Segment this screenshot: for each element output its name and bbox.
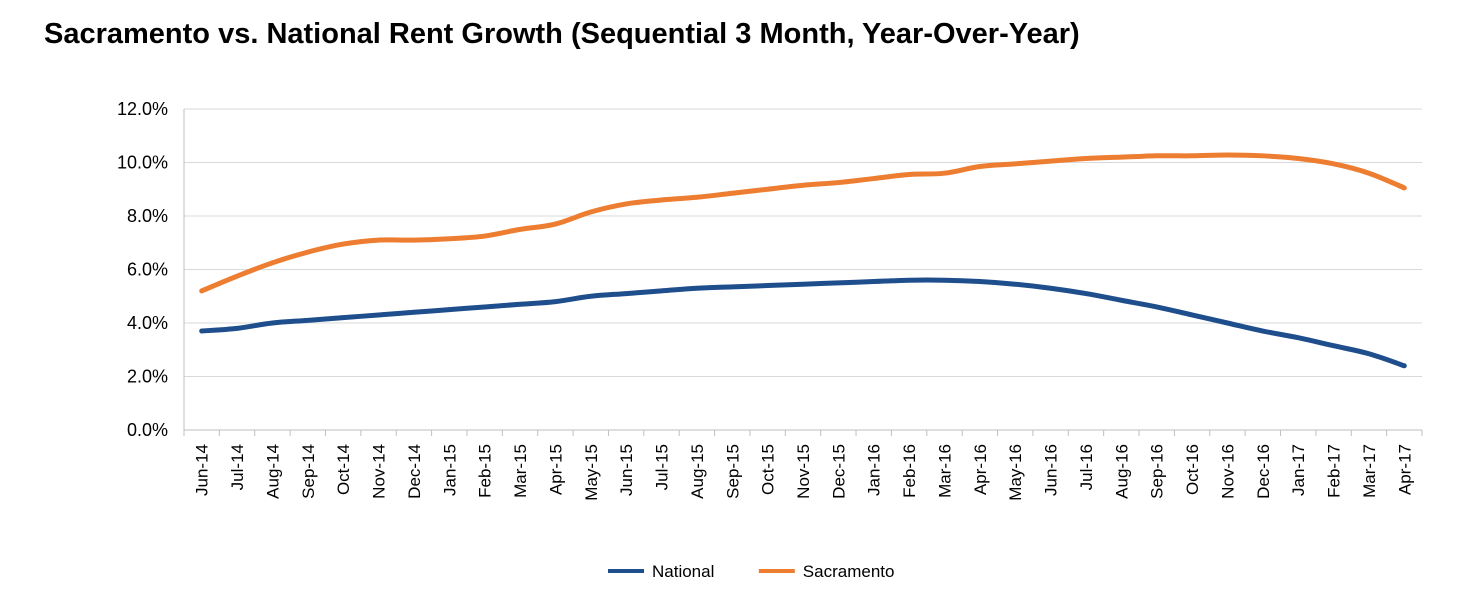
x-tick-label: Jul-14 (228, 444, 247, 490)
x-tick-label: Aug-16 (1112, 444, 1131, 499)
y-tick-label: 4.0% (127, 313, 168, 333)
x-tick-label: Sep-16 (1148, 444, 1167, 499)
x-tick-label: Jun-15 (617, 444, 636, 496)
series-line-national (199, 277, 1407, 369)
y-tick-label: 2.0% (127, 367, 168, 387)
grid-lines (184, 108, 1422, 377)
x-tick-label: May-16 (1006, 444, 1025, 501)
x-tick-label: Mar-16 (935, 444, 954, 498)
x-tick-label: Apr-15 (546, 444, 565, 495)
axes (183, 109, 1423, 436)
x-tick-label: Oct-15 (759, 444, 778, 495)
x-tick-label: Nov-14 (370, 444, 389, 499)
y-tick-label: 10.0% (117, 153, 168, 173)
x-tick-label: Dec-16 (1254, 444, 1273, 499)
legend-label-national: National (652, 562, 714, 581)
y-tick-label: 8.0% (127, 206, 168, 226)
x-tick-label: Jun-16 (1042, 444, 1061, 496)
y-tick-label: 0.0% (127, 420, 168, 440)
x-tick-label: Dec-15 (829, 444, 848, 499)
x-tick-label: Oct-14 (334, 444, 353, 495)
x-tick-label: Sep-15 (723, 444, 742, 499)
chart-title: Sacramento vs. National Rent Growth (Seq… (44, 18, 1080, 50)
x-tick-label: Apr-16 (971, 444, 990, 495)
x-tick-label: Jan-16 (865, 444, 884, 496)
x-tick-label: Feb-15 (476, 444, 495, 498)
x-tick-label: Jan-15 (440, 444, 459, 496)
x-tick-label: Feb-16 (900, 444, 919, 498)
x-tick-label: Aug-14 (263, 444, 282, 499)
x-axis-ticks: Jun-14 Jul-14 Aug-14 Sep-14 Oct-14 Nov-14 Dec-… (193, 444, 1415, 501)
x-tick-label: Aug-15 (688, 444, 707, 499)
x-tick-label: Sep-14 (299, 444, 318, 499)
x-tick-label: Dec-14 (405, 444, 424, 499)
x-tick-label: Apr-17 (1395, 444, 1414, 495)
x-tick-label: Oct-16 (1183, 444, 1202, 495)
x-tick-label: Nov-16 (1218, 444, 1237, 499)
x-tick-label: Mar-15 (511, 444, 530, 498)
x-tick-label: Jun-14 (193, 444, 212, 496)
x-tick-label: Nov-15 (794, 444, 813, 499)
y-tick-label: 12.0% (117, 99, 168, 119)
legend-label-sacramento: Sacramento (803, 562, 895, 581)
y-tick-label: 6.0% (127, 260, 168, 280)
x-tick-label: May-15 (582, 444, 601, 501)
legend: National Sacramento (608, 562, 894, 581)
x-tick-label: Jul-16 (1077, 444, 1096, 490)
series-lines (199, 152, 1407, 369)
y-axis-ticks: 0.0% 2.0% 4.0% 6.0% 8.0% 10.0% 12.0% (117, 99, 168, 440)
x-tick-label: Jul-15 (653, 444, 672, 490)
x-tick-label: Mar-17 (1360, 444, 1379, 498)
x-tick-label: Jan-17 (1289, 444, 1308, 496)
x-tick-label: Feb-17 (1325, 444, 1344, 498)
series-line-sacramento (199, 152, 1407, 294)
